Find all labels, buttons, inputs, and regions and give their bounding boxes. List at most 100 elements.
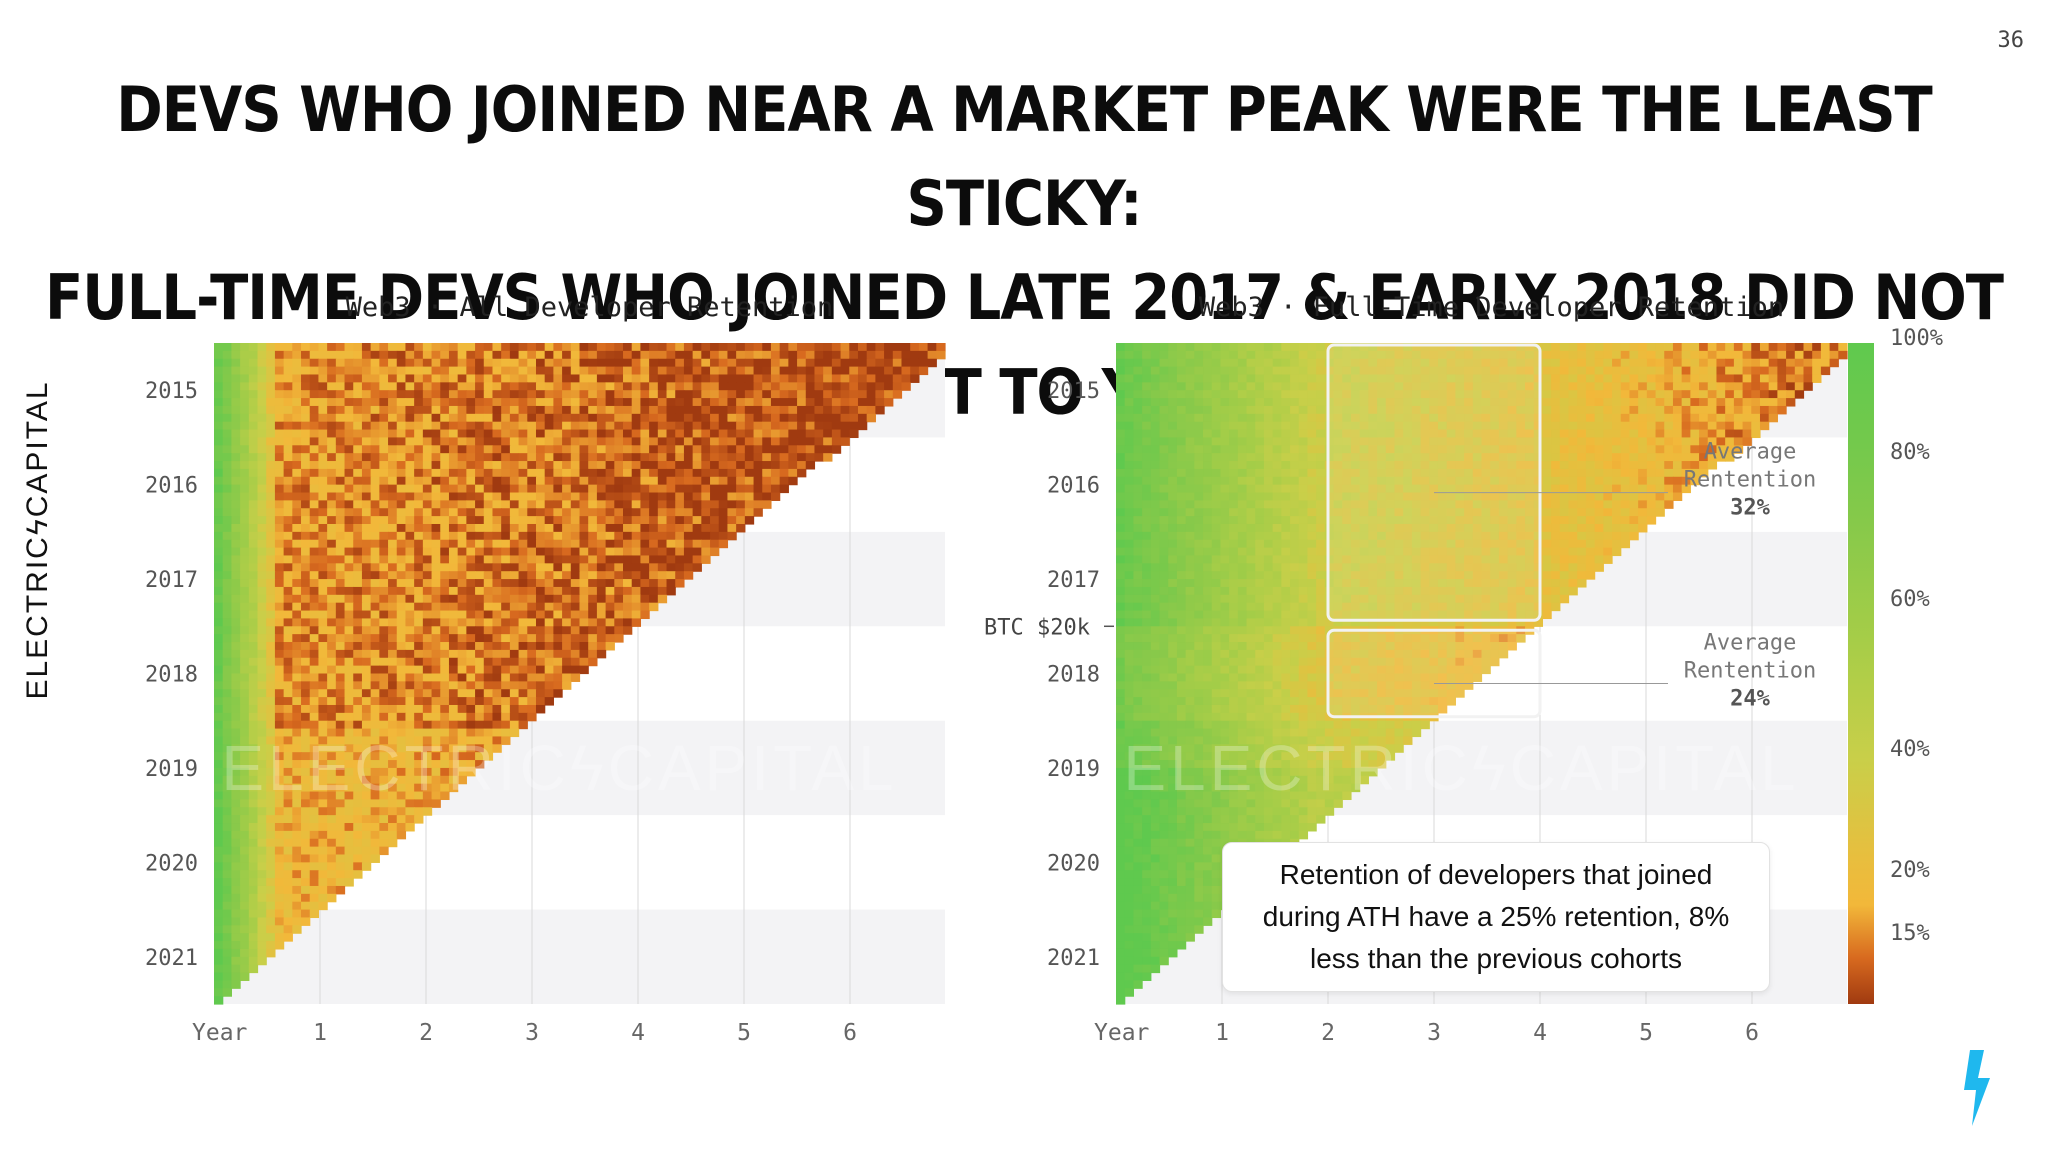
heatmap-cell [631, 500, 642, 509]
heatmap-cell [814, 445, 824, 454]
heatmap-cell [475, 586, 485, 596]
heatmap-cell [1237, 390, 1248, 399]
heatmap-cell [1290, 468, 1300, 478]
heatmap-cell [588, 350, 598, 360]
heatmap-cell [588, 649, 598, 659]
heatmap-cell [370, 531, 380, 541]
heatmap-cell [527, 492, 537, 501]
heatmap-cell [353, 775, 363, 785]
heatmap-cell [483, 563, 494, 572]
heatmap-cell [231, 445, 241, 454]
heatmap-cell [710, 343, 720, 352]
heatmap-cell [849, 366, 859, 376]
heatmap-cell [1377, 390, 1387, 399]
heatmap-cell [501, 634, 511, 643]
heatmap-cell [335, 689, 346, 698]
heatmap-cell [631, 508, 642, 517]
heatmap-cell [1420, 366, 1430, 376]
heatmap-cell [344, 657, 354, 667]
heatmap-cell [614, 539, 624, 549]
heatmap-cell [1794, 374, 1805, 383]
heatmap-cell [623, 508, 633, 517]
heatmap-cell [414, 437, 424, 446]
heatmap-cell [431, 500, 441, 509]
heatmap-cell [405, 649, 415, 659]
heatmap-cell [501, 618, 511, 627]
heatmap-cell [266, 421, 276, 431]
heatmap-cell [1464, 413, 1474, 423]
heatmap-cell [744, 413, 755, 423]
heatmap-cell [683, 358, 694, 368]
heatmap-cell [1664, 398, 1674, 407]
heatmap-cell [1220, 429, 1230, 439]
heatmap-cell [248, 358, 259, 368]
heatmap-cell [1603, 405, 1613, 415]
heatmap-cell [1585, 461, 1596, 470]
heatmap-cell [605, 429, 615, 439]
heatmap-cell [736, 484, 746, 494]
heatmap-cell [248, 870, 259, 879]
heatmap-cell [266, 405, 276, 415]
heatmap-cell [675, 453, 685, 462]
heatmap-cell [1646, 358, 1657, 368]
heatmap-cell [379, 799, 389, 808]
heatmap-cell [553, 405, 563, 415]
heatmap-cell [344, 846, 354, 856]
heatmap-cell [240, 642, 250, 651]
heatmap-cell [440, 673, 450, 682]
heatmap-cell [248, 775, 259, 785]
heatmap-cell [727, 390, 737, 399]
heatmap-cell [1777, 382, 1787, 391]
heatmap-cell [1481, 382, 1491, 391]
x-tick-label: 3 [525, 1020, 539, 1046]
heatmap-cell [483, 358, 494, 368]
heatmap-cell [1194, 461, 1204, 470]
heatmap-cell [579, 453, 589, 462]
heatmap-cell [605, 413, 615, 423]
heatmap-cell [309, 673, 320, 682]
heatmap-cell [353, 760, 363, 769]
heatmap-cell [370, 736, 380, 745]
heatmap-cell [1638, 421, 1648, 431]
heatmap-cell [492, 728, 502, 738]
heatmap-cell [1272, 461, 1282, 470]
heatmap-cell [1664, 390, 1674, 399]
heatmap-cell [1612, 429, 1622, 439]
heatmap-cell [274, 398, 285, 407]
heatmap-cell [483, 343, 494, 352]
heatmap-cell [1507, 350, 1517, 360]
heatmap-cell [1681, 421, 1691, 431]
heatmap-cell [414, 476, 424, 486]
heatmap-cell [1629, 445, 1639, 454]
heatmap-cell [248, 689, 259, 698]
heatmap-cell [631, 579, 642, 588]
heatmap-cell [414, 767, 424, 777]
heatmap-cell [527, 539, 537, 549]
heatmap-cell [1716, 343, 1726, 352]
heatmap-cell [266, 484, 276, 494]
heatmap-cell [492, 343, 502, 352]
heatmap-cell [1646, 374, 1657, 383]
heatmap-cell [588, 579, 598, 588]
heatmap-cell [701, 468, 711, 478]
heatmap-cell [309, 783, 320, 793]
heatmap-cell [492, 350, 502, 360]
heatmap-cell [396, 594, 407, 604]
heatmap-cell [318, 642, 328, 651]
heatmap-cell [1455, 445, 1465, 454]
heatmap-cell [509, 626, 520, 635]
heatmap-cell [518, 429, 528, 439]
heatmap-cell [327, 767, 337, 777]
heatmap-cell [1559, 461, 1570, 470]
heatmap-cell [257, 712, 267, 722]
heatmap-cell [1516, 445, 1526, 454]
heatmap-cell [309, 610, 320, 620]
heatmap-cell [1542, 429, 1552, 439]
heatmap-cell [318, 508, 328, 517]
heatmap-cell [475, 728, 485, 738]
heatmap-cell [396, 791, 407, 801]
heatmap-cell [422, 523, 433, 533]
heatmap-cell [405, 760, 415, 769]
heatmap-cell [892, 350, 903, 360]
heatmap-cell [422, 760, 433, 769]
